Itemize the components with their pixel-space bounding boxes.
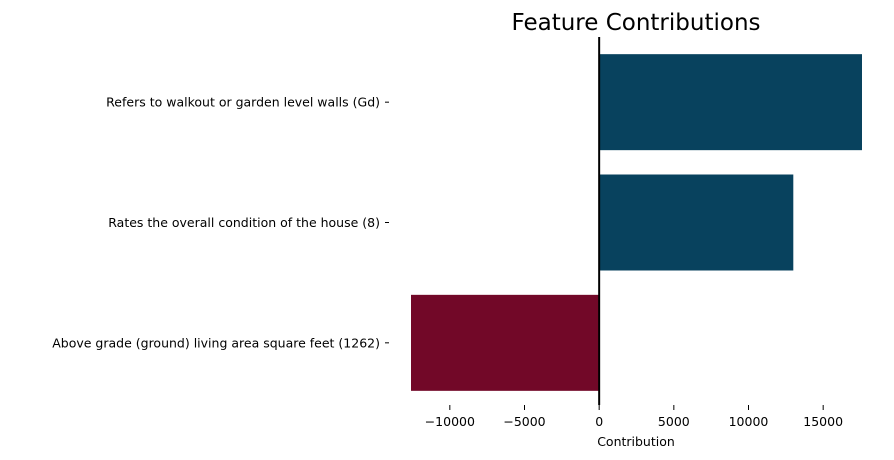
y-tick-label: Rates the overall condition of the house…	[108, 215, 380, 230]
x-tick-label: 10000	[729, 414, 769, 429]
bar-3	[411, 294, 600, 391]
x-tick-label: −5000	[503, 414, 545, 429]
x-tick-label: 15000	[803, 414, 843, 429]
y-tick-label: Refers to walkout or garden level walls …	[106, 95, 380, 110]
bar-2	[599, 174, 794, 271]
x-tick-label: 0	[595, 414, 603, 429]
x-axis-label: Contribution	[597, 434, 675, 449]
x-axis: −10000 −5000 0 5000 10000 15000	[425, 405, 843, 429]
bar-1	[599, 54, 862, 151]
y-tick-label: Above grade (ground) living area square …	[52, 335, 380, 350]
bars-group	[411, 54, 862, 391]
x-tick-label: −10000	[425, 414, 475, 429]
chart-title: Feature Contributions	[511, 10, 760, 36]
x-tick-label: 5000	[658, 414, 690, 429]
y-axis: Refers to walkout or garden level walls …	[52, 95, 389, 350]
